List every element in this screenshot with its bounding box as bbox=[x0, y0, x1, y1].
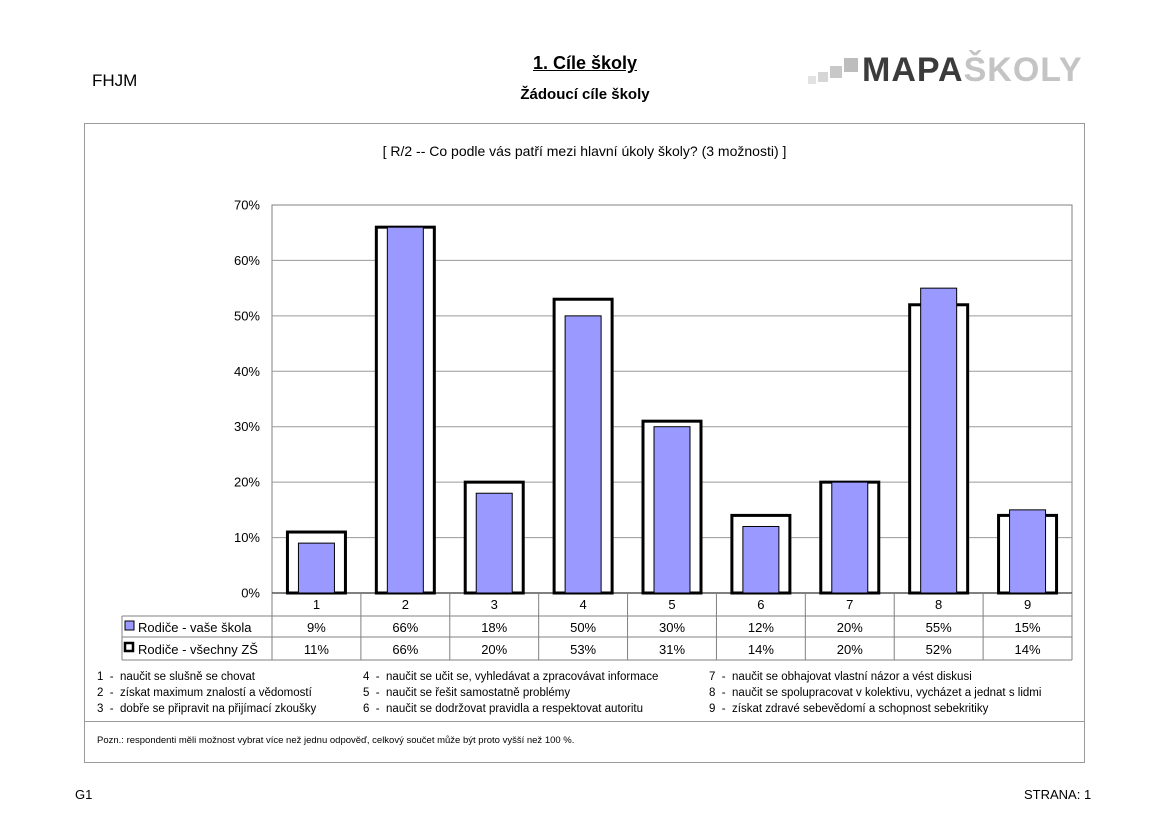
answer-item: 2 - získat maximum znalostí a vědomostí bbox=[97, 687, 312, 699]
bar-chart: 0% 10% 20% 30% 40% 50% 60% 70% 1 9% 11% 2 66% 66% 3 18%… bbox=[121, 198, 1073, 661]
bar-your-school bbox=[297, 542, 335, 594]
bar-your-school bbox=[920, 287, 958, 594]
bar-your-school bbox=[742, 525, 780, 594]
answer-legend-column-2: 4 - naučit se učit se, vyhledávat a zpra… bbox=[363, 669, 658, 717]
answer-legend-column-3: 7 - naučit se obhajovat vlastní názor a … bbox=[709, 669, 1041, 717]
x-tick-label: 2 bbox=[402, 597, 409, 612]
bar-your-school bbox=[831, 481, 869, 594]
data-label-your-school: 9% bbox=[307, 620, 326, 635]
data-label-your-school: 12% bbox=[748, 620, 774, 635]
school-code: FHJM bbox=[92, 71, 138, 90]
footer-code: G1 bbox=[75, 787, 93, 802]
y-tick-label: 50% bbox=[234, 308, 260, 323]
data-label-your-school: 30% bbox=[659, 620, 685, 635]
y-tick-label: 10% bbox=[234, 530, 260, 545]
answer-item: 9 - získat zdravé sebevědomí a schopnost… bbox=[709, 703, 989, 715]
y-tick-label: 0% bbox=[241, 586, 260, 601]
data-label-all-schools: 66% bbox=[392, 642, 418, 657]
page-number: STRANA: 1 bbox=[1024, 787, 1092, 802]
legend-label-all-schools: Rodiče - všechny ZŠ bbox=[138, 642, 258, 657]
data-label-your-school: 55% bbox=[926, 620, 952, 635]
y-tick-label: 40% bbox=[234, 364, 260, 379]
x-tick-label: 7 bbox=[846, 597, 853, 612]
data-label-all-schools: 20% bbox=[837, 642, 863, 657]
bar-your-school bbox=[564, 315, 602, 594]
answer-item: 4 - naučit se učit se, vyhledávat a zpra… bbox=[363, 671, 659, 683]
data-label-all-schools: 11% bbox=[304, 642, 329, 657]
data-label-your-school: 50% bbox=[570, 620, 596, 635]
footnote: Pozn.: respondenti měli možnost vybrat v… bbox=[97, 735, 575, 746]
x-tick-label: 6 bbox=[757, 597, 764, 612]
answer-item: 8 - naučit se spolupracovat v kolektivu,… bbox=[709, 687, 1042, 699]
answer-legend-column-1: 1 - naučit se slušně se chovat 2 - získa… bbox=[97, 669, 316, 717]
legend-label-your-school: Rodiče - vaše škola bbox=[138, 620, 252, 635]
bar-your-school bbox=[1009, 509, 1047, 594]
x-tick-label: 3 bbox=[491, 597, 498, 612]
answer-item: 3 - dobře se připravit na přijímací zkou… bbox=[97, 703, 317, 715]
y-tick-label: 30% bbox=[234, 419, 260, 434]
page-subtitle: Žádoucí cíle školy bbox=[520, 86, 650, 103]
logo-wordmark: MAPAŠKOLY bbox=[862, 52, 1083, 88]
answer-item: 6 - naučit se dodržovat pravidla a respe… bbox=[363, 703, 644, 715]
logo-text-dark: MAPA bbox=[862, 51, 964, 89]
answer-item: 7 - naučit se obhajovat vlastní názor a … bbox=[709, 671, 972, 683]
logo-text-light: ŠKOLY bbox=[963, 51, 1083, 89]
bar-your-school bbox=[653, 426, 691, 594]
page-title: 1. Cíle školy bbox=[532, 53, 638, 73]
data-label-your-school: 66% bbox=[392, 620, 418, 635]
data-label-all-schools: 14% bbox=[748, 642, 774, 657]
bar-your-school bbox=[386, 226, 424, 594]
note-divider bbox=[85, 721, 1084, 722]
bar-your-school bbox=[475, 492, 513, 594]
legend-key-your-school bbox=[124, 620, 135, 631]
y-tick-label: 70% bbox=[234, 198, 260, 213]
x-tick-label: 9 bbox=[1024, 597, 1031, 612]
chart-frame: [ R/2 -- Co podle vás patří mezi hlavní … bbox=[84, 123, 1085, 763]
data-label-all-schools: 52% bbox=[926, 642, 952, 657]
data-label-your-school: 18% bbox=[481, 620, 507, 635]
answer-item: 1 - naučit se slušně se chovat bbox=[97, 671, 255, 683]
x-tick-label: 1 bbox=[313, 597, 320, 612]
data-label-your-school: 15% bbox=[1015, 620, 1041, 635]
y-tick-label: 20% bbox=[234, 475, 260, 490]
x-tick-label: 8 bbox=[935, 597, 942, 612]
data-label-all-schools: 14% bbox=[1015, 642, 1041, 657]
x-tick-label: 4 bbox=[579, 597, 586, 612]
x-tick-label: 5 bbox=[668, 597, 675, 612]
data-label-your-school: 20% bbox=[837, 620, 863, 635]
data-label-all-schools: 31% bbox=[659, 642, 685, 657]
data-label-all-schools: 20% bbox=[481, 642, 507, 657]
answer-item: 5 - naučit se řešit samostatně problémy bbox=[363, 687, 571, 699]
question-text: [ R/2 -- Co podle vás patří mezi hlavní … bbox=[382, 143, 787, 159]
y-tick-label: 60% bbox=[234, 253, 260, 268]
mapaskoly-logo: MAPAŠKOLY bbox=[808, 52, 1082, 88]
data-label-all-schools: 53% bbox=[570, 642, 596, 657]
legend-key-all-schools bbox=[123, 641, 135, 653]
